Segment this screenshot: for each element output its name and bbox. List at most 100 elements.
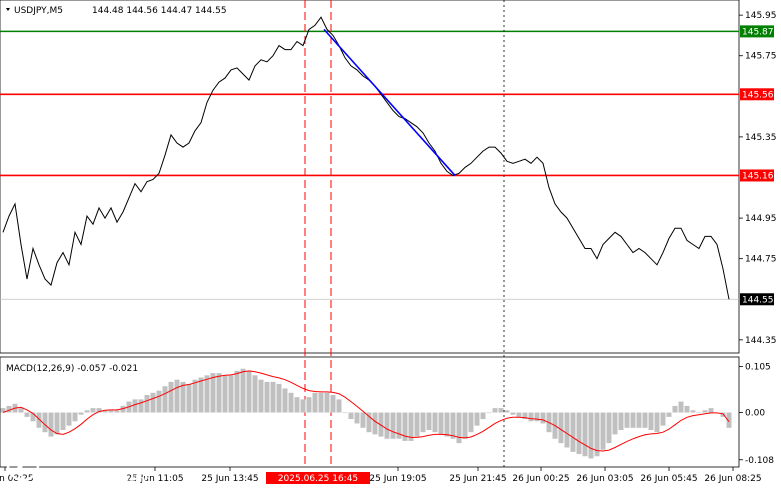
macd-bar (480, 412, 486, 420)
x-tick-label-2: 25 Jun 13:45 (201, 474, 258, 484)
macd-bar (246, 370, 252, 413)
macd-bar (510, 412, 516, 415)
x-tick-label-4: 25 Jun 21:45 (449, 474, 506, 484)
macd-bar (522, 412, 528, 420)
macd-bar (144, 395, 150, 413)
macd-bar (366, 412, 372, 433)
macd-bar (174, 379, 180, 413)
macd-bar (180, 381, 186, 413)
price-series-line (2, 16, 730, 300)
macd-bar (0, 408, 6, 413)
watermark-brand: instaforex (46, 444, 150, 472)
macd-bar (258, 379, 264, 413)
macd-bar (210, 373, 216, 413)
macd-bar (462, 412, 468, 439)
macd-bar (348, 412, 354, 420)
macd-bar (516, 412, 522, 417)
macd-bar (186, 384, 192, 413)
macd-bar (432, 412, 438, 433)
macd-bar (696, 412, 702, 414)
macd-bar (672, 405, 678, 413)
macd-bar (486, 412, 492, 414)
highlighted-time-text: 2025.06.25 16:45 (278, 474, 358, 484)
macd-bar (48, 412, 54, 437)
current-price-tag (740, 293, 774, 306)
macd-bar (582, 412, 588, 457)
macd-bar (342, 412, 348, 414)
macd-bar (84, 410, 90, 413)
macd-bar (420, 412, 426, 433)
macd-bar (6, 405, 12, 413)
macd-bar (228, 375, 234, 413)
macd-bar (612, 412, 618, 435)
price-panel (0, 0, 740, 354)
collapse-triangle-icon (6, 8, 10, 11)
macd-bar (42, 412, 48, 433)
macd-tick-label--0.108: -0.108 (745, 456, 774, 466)
macd-bar (108, 410, 114, 413)
macd-bar (726, 412, 732, 428)
level-tag-145.56 (740, 88, 774, 101)
macd-bar (78, 412, 84, 415)
macd-bar (312, 392, 318, 413)
macd-bar (324, 392, 330, 413)
ohlc-label: 144.48 144.56 144.47 144.55 (92, 6, 227, 16)
highlighted-time-tag (266, 472, 370, 484)
macd-bar (540, 412, 546, 424)
macd-bar (702, 410, 708, 413)
macd-bar (192, 379, 198, 413)
macd-bar (594, 412, 600, 457)
macd-bar (36, 412, 42, 428)
macd-bar (558, 412, 564, 444)
macd-bar (534, 412, 540, 422)
macd-bar (648, 412, 654, 430)
level-tag-text-145.87: 145.87 (742, 27, 774, 37)
level-tag-145.87 (740, 25, 774, 38)
price-tick-label-145.75: 145.75 (745, 52, 777, 62)
macd-bar (336, 399, 342, 413)
macd-bar (630, 412, 636, 428)
macd-bar (132, 399, 138, 413)
price-tick-label-145.35: 145.35 (745, 133, 777, 143)
macd-bar (204, 375, 210, 413)
watermark: instaforex Instant Forex Trading (6, 444, 182, 486)
macd-bar (156, 390, 162, 413)
macd-bar (414, 412, 420, 437)
level-tag-text-145.56: 145.56 (742, 90, 774, 100)
macd-bar (54, 412, 60, 435)
price-tick-label-145.95: 145.95 (745, 11, 777, 21)
symbol-label: USDJPY,M5 (14, 6, 63, 16)
macd-bar (120, 405, 126, 413)
macd-bar (96, 408, 102, 413)
level-tag-text-145.16: 145.16 (742, 171, 774, 181)
instaforex-logo-icon (6, 448, 40, 482)
macd-bar (288, 392, 294, 413)
macd-bar (18, 408, 24, 413)
macd-bar (30, 412, 36, 422)
macd-bar (24, 412, 30, 417)
price-tick-label-144.35: 144.35 (745, 336, 777, 346)
macd-tick-label-0.00: 0.00 (745, 409, 765, 419)
macd-bar (570, 412, 576, 452)
macd-bar (168, 381, 174, 413)
macd-bar (678, 401, 684, 413)
macd-bar (576, 412, 582, 455)
macd-bar (690, 410, 696, 413)
macd-bar (360, 412, 366, 428)
macd-bar (90, 408, 96, 413)
macd-bar (354, 412, 360, 424)
price-tick-label-144.95: 144.95 (745, 214, 777, 224)
macd-bar (66, 412, 72, 426)
macd-bar (438, 412, 444, 435)
macd-bar (444, 412, 450, 437)
macd-bar (642, 412, 648, 428)
macd-bar (708, 408, 714, 413)
macd-bar (198, 377, 204, 413)
macd-bar (606, 412, 612, 444)
blue-trend-line (323, 28, 456, 177)
macd-bar (492, 408, 498, 413)
x-tick-label-7: 26 Jun 05:45 (640, 474, 697, 484)
macd-bar (402, 412, 408, 441)
